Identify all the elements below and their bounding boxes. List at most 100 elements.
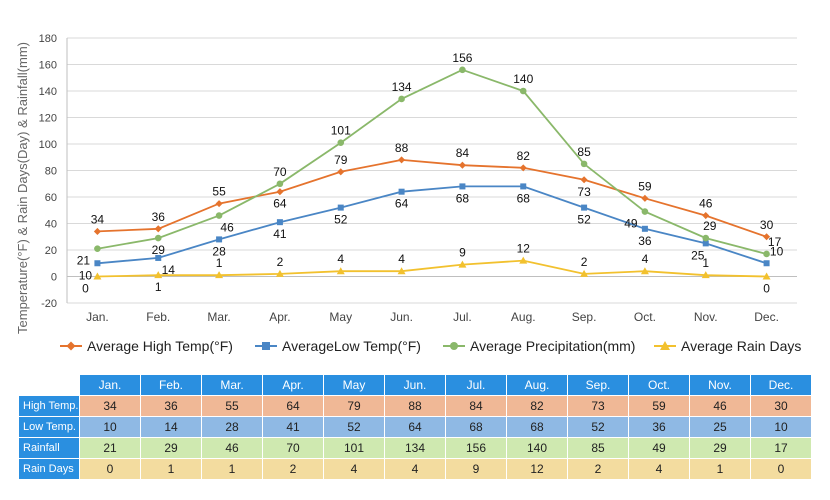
data-point xyxy=(276,219,283,226)
table-cell: 4 xyxy=(323,458,385,480)
data-label: 0 xyxy=(763,282,770,296)
data-label: 46 xyxy=(220,221,234,235)
data-label: 2 xyxy=(581,255,588,269)
table-row-header: Rainfall xyxy=(18,437,80,459)
data-point xyxy=(337,139,345,146)
chart-series xyxy=(93,66,771,280)
chart-legend: Average High Temp(°F) AverageLow Temp(°F… xyxy=(60,336,820,356)
data-label: 1 xyxy=(702,256,709,270)
table-cell: 1 xyxy=(201,458,263,480)
legend-swatch-rain-days xyxy=(654,340,676,352)
data-point xyxy=(93,227,101,235)
table-cell: 30 xyxy=(750,395,812,417)
table-cell: 21 xyxy=(79,437,141,459)
data-label: 140 xyxy=(513,72,533,86)
table-cell: 29 xyxy=(140,437,202,459)
data-point xyxy=(94,245,101,252)
data-label: 28 xyxy=(212,244,226,258)
data-label: 29 xyxy=(703,219,717,233)
table-cell: 9 xyxy=(445,458,507,480)
data-point xyxy=(581,204,588,211)
table-cell: 84 xyxy=(445,395,507,417)
data-point xyxy=(520,183,527,190)
x-tick-label: Nov. xyxy=(694,310,718,324)
table-cell: 64 xyxy=(384,416,446,438)
data-point xyxy=(154,271,163,279)
data-point xyxy=(276,180,284,188)
legend-item-rain-days[interactable]: Average Rain Days xyxy=(654,336,801,356)
table-cell: 2 xyxy=(567,458,629,480)
table-cell: 4 xyxy=(628,458,690,480)
legend-swatch-precipitation xyxy=(443,340,465,352)
y-tick-label: 60 xyxy=(45,192,57,204)
data-label: 4 xyxy=(398,252,405,266)
data-label: 134 xyxy=(392,80,412,94)
x-tick-label: May xyxy=(329,310,352,324)
data-label: 36 xyxy=(638,234,652,248)
table-cell: 36 xyxy=(628,416,690,438)
data-label: 82 xyxy=(517,149,531,163)
data-point xyxy=(398,156,406,164)
data-label: 29 xyxy=(152,243,166,257)
table-cell: 0 xyxy=(79,458,141,480)
month-header: Oct. xyxy=(628,374,690,396)
x-tick-label: Jun. xyxy=(390,310,413,324)
table-cell: 73 xyxy=(567,395,629,417)
data-label: 4 xyxy=(642,252,649,266)
x-tick-label: Mar. xyxy=(207,310,230,324)
chart-gridlines xyxy=(67,37,797,304)
series-line-3 xyxy=(97,259,767,278)
table-row: High Temp. 34 36 55 64 79 88 84 82 73 59 46 30 xyxy=(18,395,812,417)
table-cell: 140 xyxy=(506,437,568,459)
data-label: 68 xyxy=(456,191,470,205)
legend-swatch-high-temp xyxy=(60,340,82,352)
month-header: Mar. xyxy=(201,374,263,396)
table-cell: 64 xyxy=(262,395,324,417)
data-point xyxy=(397,267,406,275)
legend-label-low-temp: AverageLow Temp(°F) xyxy=(282,338,421,354)
data-point xyxy=(762,272,771,280)
legend-item-precipitation[interactable]: Average Precipitation(mm) xyxy=(443,336,635,356)
data-label: 101 xyxy=(331,124,351,138)
x-tick-label: Feb. xyxy=(146,310,170,324)
legend-swatch-low-temp xyxy=(255,340,277,352)
x-tick-label: Sep. xyxy=(572,310,597,324)
data-point xyxy=(641,208,649,215)
data-point xyxy=(702,240,709,247)
month-header: May xyxy=(323,374,385,396)
table-cell: 85 xyxy=(567,437,629,459)
table-header-row: Jan. Feb. Mar. Apr. May Jun. Jul. Aug. S… xyxy=(18,374,812,396)
table-cell: 2 xyxy=(262,458,324,480)
table-cell: 17 xyxy=(750,437,812,459)
table-cell: 79 xyxy=(323,395,385,417)
y-tick-label: 0 xyxy=(51,272,57,284)
legend-item-low-temp[interactable]: AverageLow Temp(°F) xyxy=(255,336,421,356)
data-label: 21 xyxy=(77,254,91,268)
data-point xyxy=(458,260,467,268)
data-label: 14 xyxy=(162,263,176,277)
legend-label-high-temp: Average High Temp(°F) xyxy=(87,338,233,354)
data-point xyxy=(93,272,102,280)
data-label: 0 xyxy=(82,282,89,296)
legend-item-high-temp[interactable]: Average High Temp(°F) xyxy=(60,336,233,356)
data-point xyxy=(641,194,649,202)
month-header: Feb. xyxy=(140,374,202,396)
data-label: 85 xyxy=(577,145,591,159)
y-tick-label: -20 xyxy=(41,298,57,310)
table-cell: 36 xyxy=(140,395,202,417)
y-tick-label: 160 xyxy=(39,60,57,72)
data-point xyxy=(215,212,223,219)
data-label: 30 xyxy=(760,218,774,232)
data-point xyxy=(337,168,345,176)
data-point xyxy=(580,160,588,168)
table-cell: 0 xyxy=(750,458,812,480)
data-label: 79 xyxy=(334,153,348,167)
table-cell: 134 xyxy=(384,437,446,459)
x-tick-label: Jul. xyxy=(453,310,472,324)
data-label: 55 xyxy=(212,185,226,199)
table-body: High Temp. 34 36 55 64 79 88 84 82 73 59 46 30 Low Te… xyxy=(18,395,812,480)
data-point xyxy=(459,183,466,190)
